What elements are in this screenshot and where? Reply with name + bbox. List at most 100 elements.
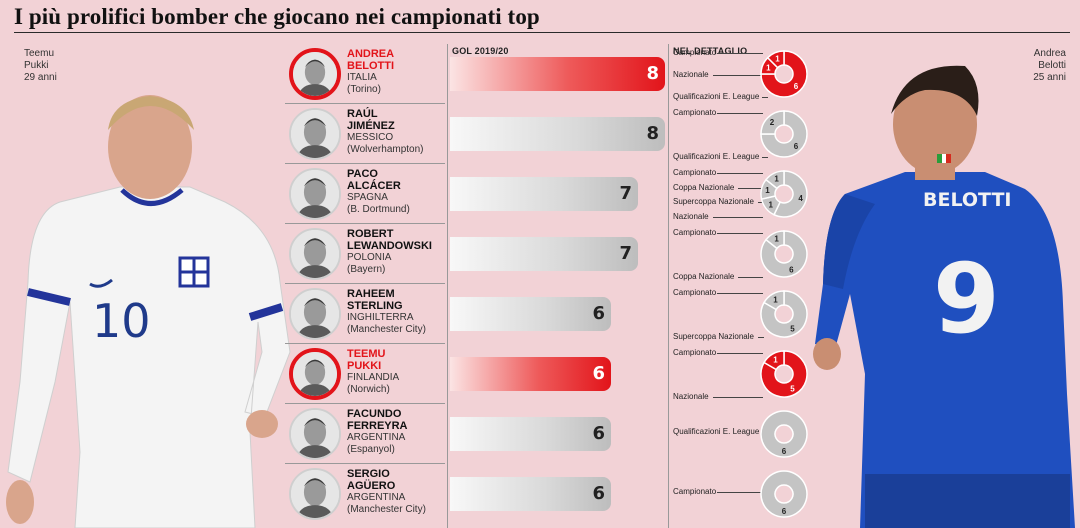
player-first-name: RAHEEM [347,288,395,300]
donut-slice-value: 1 [768,201,773,210]
detail-leader-line [717,492,763,493]
detail-leader-line [737,187,763,189]
donut-slice-value: 5 [790,325,795,334]
detail-label: Supercoppa Nazionale [673,197,754,207]
detail-leader-line [717,233,763,234]
player-last-name: STERLING [347,300,403,312]
title-divider [14,32,1070,33]
donut-slice-value: 6 [794,82,799,91]
goals-bar-label: 7 [619,183,632,204]
donut-slice [763,350,785,371]
detail-label: Supercoppa Nazionale [673,332,754,341]
player-country: MESSICO [347,132,394,143]
detail-leader-line [712,397,763,398]
donut-slice [766,50,785,69]
donut-slice [764,230,785,250]
goals-bar: 7 [450,177,638,211]
donut-slice-value: 4 [798,194,803,203]
donut-slice [760,50,808,98]
detail-leader-line [717,173,763,174]
donut-slice [760,110,808,158]
player-avatar [289,48,341,100]
player-last-name: ALCÁCER [347,180,401,192]
donut-slice-value: 2 [770,118,775,127]
detail-label: Qualificazioni E. League [673,152,760,161]
detail-label: Qualificazioni E. League [673,427,760,436]
goals-bar-label: 7 [619,243,632,264]
italy-flag-icon [937,154,951,163]
detail-label: Nazionale [673,392,709,401]
row-divider [285,463,445,464]
donut-slice [760,470,808,518]
table-row: TEEMU PUKKI FINLANDIA (Norwich) 6 Campionato N… [285,344,830,404]
row-divider [285,103,445,104]
player-name: PACO ALCÁCER [347,168,447,192]
player-avatar [289,468,341,520]
goals-bar-label: 8 [646,123,659,144]
left-player-caption: Teemu Pukki 29 anni [24,48,57,84]
table-row: ANDREA BELOTTI ITALIA (Torino) 8 Campionato Na… [285,44,830,104]
donut-slice-value: 1 [773,355,778,364]
player-name: RAHEEM STERLING [347,288,447,312]
player-avatar [289,228,341,280]
detail-label: Coppa Nazionale [673,182,735,192]
goals-bar: 8 [450,117,665,151]
goals-bar: 6 [450,477,611,511]
detail-leader-line [758,202,764,204]
player-name: SERGIO AGÜERO [347,468,447,492]
player-first-name: ROBERT [347,228,394,240]
page-title: I più prolifici bomber che giocano nei c… [14,4,540,29]
donut-slice [763,290,785,311]
player-name: RAÚL JIMÉNEZ [347,108,447,132]
donut-slice [760,230,808,278]
row-divider [285,223,445,224]
player-club: (B. Dortmund) [347,204,410,215]
detail-donut: 6 [760,470,808,518]
belotti-jersey-name: BELOTTI [923,189,1011,211]
detail-leader-line [717,353,763,354]
goals-bar: 7 [450,237,638,271]
detail-leader-line [712,75,763,76]
detail-label: Campionato [673,228,717,237]
donut-slice [773,170,808,218]
right-player-first-name: Andrea [1033,48,1066,59]
detail-leader-line [762,157,768,158]
donut-slice [760,410,808,458]
player-club: (Wolverhampton) [347,144,424,155]
goals-bar: 6 [450,297,611,331]
table-row: SERGIO AGÜERO ARGENTINA (Manchester City) 6 C… [285,464,830,524]
detail-leader-line [717,293,763,294]
player-country: ARGENTINA [347,492,406,503]
player-name: FACUNDO FERREYRA [347,408,447,432]
donut-slice-value: 6 [794,142,799,151]
player-name: TEEMU PUKKI [347,348,447,372]
column-divider-goals [447,44,448,528]
donut-slice-value: 1 [766,63,771,72]
player-first-name: FACUNDO [347,408,402,420]
pukki-photo: 10 [6,95,291,528]
player-club: (Bayern) [347,264,386,275]
left-player-last-name: Pukki [24,60,49,71]
player-club: (Manchester City) [347,324,426,335]
player-first-name: SERGIO [347,468,390,480]
table-row: RAÚL JIMÉNEZ MESSICO (Wolverhampton) 8 Campio… [285,104,830,164]
player-club: (Norwich) [347,384,390,395]
goals-bar-label: 6 [592,363,605,384]
player-last-name: PUKKI [347,360,382,372]
player-club: (Manchester City) [347,504,426,515]
detail-column-header: NEL DETTAGLIO [673,46,748,56]
donut-slice [764,170,785,190]
detail-label: Campionato [673,108,717,117]
detail-label: Nazionale [673,212,709,221]
donut-slice-value: 6 [789,265,794,274]
detail-leader-line [717,113,763,114]
donut-slice [760,350,808,398]
detail-label: Coppa Nazionale [673,272,735,281]
detail-label: Campionato [673,288,717,297]
goals-bar-label: 8 [646,63,659,84]
left-player-first-name: Teemu [24,48,55,59]
belotti-jersey-number: 9 [933,243,1000,355]
player-last-name: AGÜERO [347,480,396,492]
